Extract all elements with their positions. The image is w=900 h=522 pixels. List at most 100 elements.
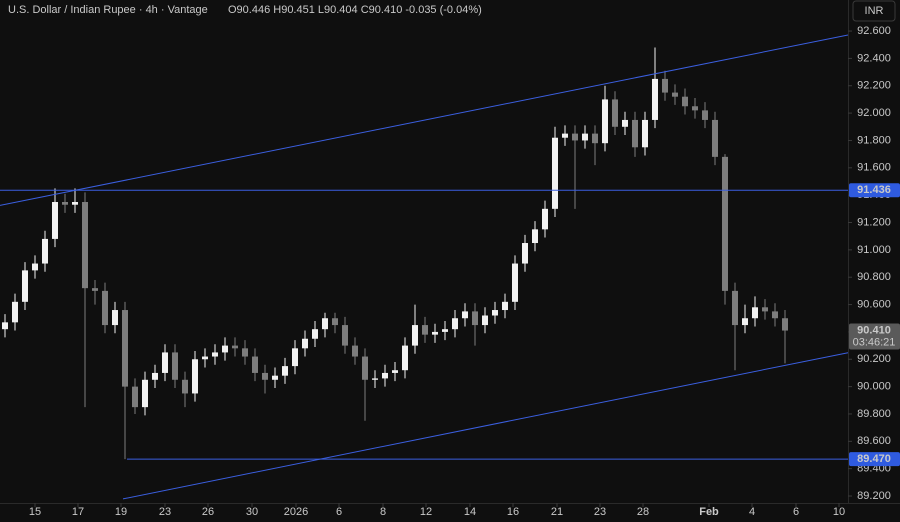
- price-label-box: [849, 452, 900, 467]
- candle-body: [362, 356, 368, 380]
- candle-body: [32, 263, 38, 271]
- price-label-box: [849, 183, 900, 198]
- candle-body: [282, 366, 288, 376]
- x-tick-label: 30: [246, 506, 258, 518]
- candle-body: [692, 106, 698, 111]
- countdown: 03:46:21: [853, 336, 896, 348]
- y-tick-label: 90.000: [857, 381, 891, 393]
- y-tick-label: 89.600: [857, 435, 891, 447]
- x-tick-label: 2026: [284, 506, 308, 518]
- x-tick-label: 21: [551, 506, 563, 518]
- x-tick-label: 15: [29, 506, 41, 518]
- y-tick-label: 92.400: [857, 52, 891, 64]
- candle-body: [542, 208, 548, 230]
- candle-body: [632, 119, 638, 148]
- candle-body: [62, 201, 68, 205]
- x-tick-label: 16: [507, 506, 519, 518]
- candle-body: [672, 92, 678, 97]
- y-tick-label: 89.800: [857, 408, 891, 420]
- candle-body: [682, 96, 688, 107]
- currency-label: INR: [865, 5, 884, 17]
- candle-body: [102, 290, 108, 326]
- candle-body: [722, 156, 728, 291]
- candle-body: [392, 370, 398, 373]
- x-tick-label: 14: [464, 506, 476, 518]
- y-tick-label: 91.600: [857, 162, 891, 174]
- candle-body: [742, 318, 748, 326]
- candle-body: [622, 119, 628, 127]
- candle-body: [482, 315, 488, 326]
- candle-body: [732, 290, 738, 326]
- candle-body: [172, 352, 178, 380]
- y-tick-label: 91.200: [857, 216, 891, 228]
- candle-body: [132, 386, 138, 408]
- candle-body: [532, 229, 538, 244]
- x-tick-label: 19: [115, 506, 127, 518]
- candle-body: [592, 133, 598, 144]
- candle-body: [462, 311, 468, 319]
- x-tick-label: 12: [420, 506, 432, 518]
- candle-body: [662, 78, 668, 93]
- candle-body: [582, 133, 588, 141]
- candle-body: [142, 379, 148, 408]
- y-tick-label: 90.800: [857, 271, 891, 283]
- price-label: 90.410: [857, 324, 891, 336]
- candle-body: [202, 356, 208, 360]
- x-tick-label: 26: [202, 506, 214, 518]
- candle-body: [772, 311, 778, 319]
- x-tick-label: 10: [833, 506, 845, 518]
- currency-button[interactable]: [852, 0, 896, 22]
- candle-body: [262, 372, 268, 380]
- price-label-box: [849, 323, 900, 350]
- y-tick-label: 92.000: [857, 107, 891, 119]
- y-tick-label: 90.600: [857, 298, 891, 310]
- candle-body: [452, 318, 458, 330]
- candle-body: [272, 375, 278, 380]
- trend-line: [0, 34, 849, 206]
- candle-body: [372, 378, 378, 380]
- candle-body: [602, 99, 608, 144]
- y-tick-label: 91.800: [857, 134, 891, 146]
- candle-body: [212, 352, 218, 357]
- x-tick-label: 6: [793, 506, 799, 518]
- candle-body: [112, 310, 118, 326]
- y-tick-label: 90.200: [857, 353, 891, 365]
- candle-body: [162, 352, 168, 373]
- candle-body: [72, 201, 78, 205]
- candle-body: [512, 263, 518, 302]
- candle-body: [762, 307, 768, 312]
- y-tick-label: 92.600: [857, 25, 891, 37]
- candle-body: [652, 78, 658, 120]
- candle-body: [432, 331, 438, 335]
- candle-body: [702, 110, 708, 120]
- candle-body: [222, 345, 228, 353]
- candle-body: [2, 322, 8, 330]
- candle-body: [232, 345, 238, 349]
- candle-body: [252, 356, 258, 373]
- x-tick-label: Feb: [699, 506, 719, 518]
- candle-body: [22, 270, 28, 302]
- y-tick-label: 89.200: [857, 490, 891, 502]
- price-label: 89.470: [857, 453, 891, 465]
- candle-body: [302, 338, 308, 349]
- candle-body: [422, 325, 428, 335]
- candle-body: [122, 310, 128, 387]
- candle-body: [472, 311, 478, 326]
- candle-body: [82, 201, 88, 289]
- x-tick-label: 23: [594, 506, 606, 518]
- candle-body: [322, 318, 328, 330]
- x-tick-label: 23: [159, 506, 171, 518]
- candle-body: [612, 99, 618, 127]
- y-tick-label: 91.000: [857, 244, 891, 256]
- candle-body: [352, 345, 358, 357]
- candle-body: [412, 325, 418, 346]
- candle-body: [182, 379, 188, 394]
- x-tick-label: 8: [380, 506, 386, 518]
- candle-body: [152, 372, 158, 380]
- candle-body: [782, 318, 788, 331]
- candle-body: [42, 238, 48, 264]
- candle-body: [12, 301, 18, 323]
- candle-body: [312, 329, 318, 339]
